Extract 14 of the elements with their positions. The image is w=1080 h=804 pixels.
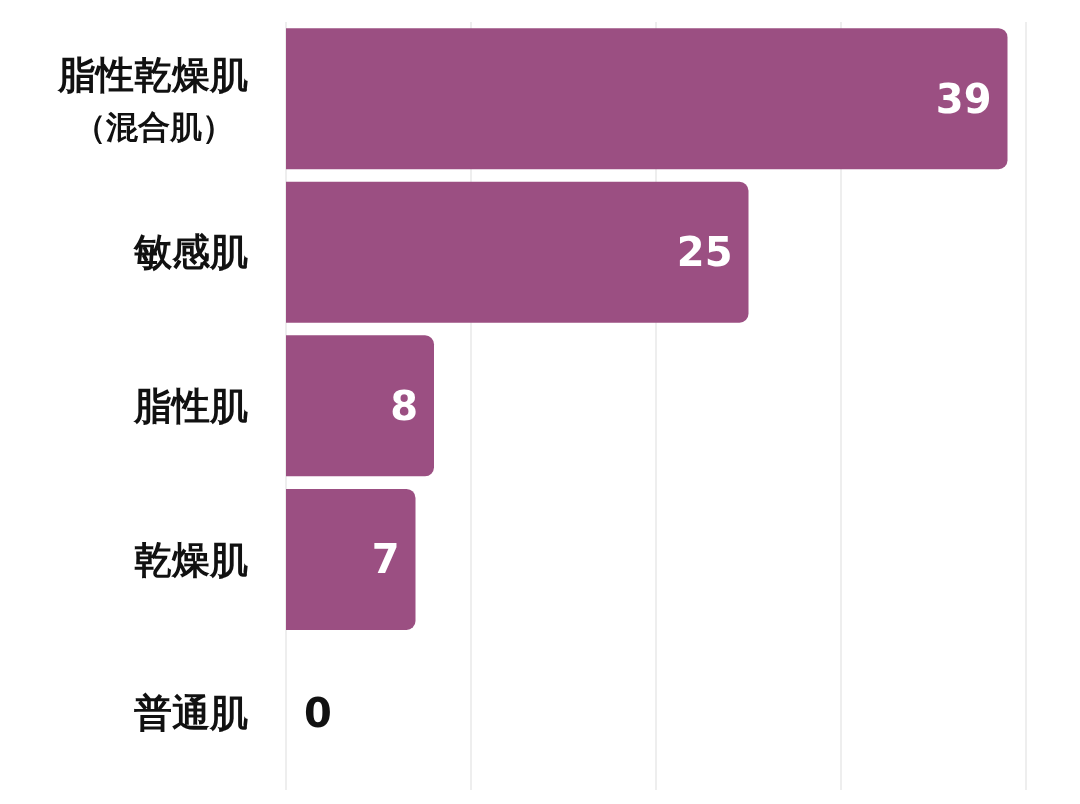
data-label: 7: [371, 536, 400, 583]
y-tick-label: 敏感肌: [133, 230, 248, 275]
bar: [286, 28, 1008, 170]
data-label: 39: [935, 75, 992, 122]
y-tick-label: 普通肌: [134, 691, 248, 736]
y-tick-label: 乾燥肌: [134, 537, 248, 582]
bar: [286, 181, 749, 323]
data-label: 0: [304, 690, 332, 737]
data-label: 25: [676, 229, 733, 276]
y-tick-label: 脂性肌: [133, 384, 248, 428]
bar: [286, 335, 434, 477]
y-tick-label: 脂性乾燥肌（混合肌）: [57, 52, 248, 146]
data-label: 8: [390, 382, 418, 429]
bar: [286, 488, 416, 630]
